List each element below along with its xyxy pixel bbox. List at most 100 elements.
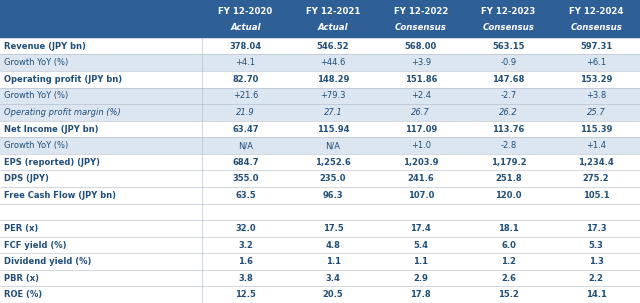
Text: 17.3: 17.3 — [586, 224, 607, 233]
Text: -2.7: -2.7 — [500, 92, 516, 100]
Text: 1.1: 1.1 — [326, 257, 340, 266]
Text: 275.2: 275.2 — [583, 174, 609, 183]
Text: FCF yield (%): FCF yield (%) — [4, 241, 67, 249]
Text: 1,203.9: 1,203.9 — [403, 158, 438, 167]
Bar — [0, 55, 640, 71]
Text: 26.7: 26.7 — [412, 108, 430, 117]
Text: 3.8: 3.8 — [238, 274, 253, 283]
Text: -2.8: -2.8 — [500, 141, 516, 150]
Text: -0.9: -0.9 — [500, 58, 516, 67]
Text: 25.7: 25.7 — [587, 108, 605, 117]
Text: Consensus: Consensus — [395, 23, 447, 32]
Bar — [0, 170, 640, 187]
Text: FY 12-2023: FY 12-2023 — [481, 7, 536, 16]
Text: Operating profit (JPY bn): Operating profit (JPY bn) — [4, 75, 122, 84]
Text: 3.4: 3.4 — [326, 274, 340, 283]
Bar — [0, 0, 640, 38]
Text: 63.47: 63.47 — [232, 125, 259, 134]
Text: FY 12-2022: FY 12-2022 — [394, 7, 448, 16]
Bar — [0, 187, 640, 204]
Text: Consensus: Consensus — [483, 23, 534, 32]
Bar — [0, 71, 640, 88]
Text: +1.4: +1.4 — [586, 141, 606, 150]
Text: 107.0: 107.0 — [408, 191, 434, 200]
Text: 568.00: 568.00 — [404, 42, 437, 51]
Text: 147.68: 147.68 — [492, 75, 525, 84]
Bar — [0, 286, 640, 303]
Text: 21.9: 21.9 — [236, 108, 255, 117]
Bar — [0, 154, 640, 170]
Text: 6.0: 6.0 — [501, 241, 516, 249]
Text: Net Income (JPY bn): Net Income (JPY bn) — [4, 125, 99, 134]
Text: 105.1: 105.1 — [583, 191, 609, 200]
Text: Growth YoY (%): Growth YoY (%) — [4, 92, 68, 100]
Text: 241.6: 241.6 — [408, 174, 434, 183]
Bar — [0, 121, 640, 137]
Text: 378.04: 378.04 — [229, 42, 262, 51]
Text: Consensus: Consensus — [570, 23, 622, 32]
Text: 18.1: 18.1 — [498, 224, 519, 233]
Text: 684.7: 684.7 — [232, 158, 259, 167]
Bar — [0, 137, 640, 154]
Text: Dividend yield (%): Dividend yield (%) — [4, 257, 92, 266]
Text: 17.5: 17.5 — [323, 224, 344, 233]
Text: 563.15: 563.15 — [492, 42, 525, 51]
Text: 20.5: 20.5 — [323, 290, 344, 299]
Text: PER (x): PER (x) — [4, 224, 38, 233]
Text: Operating profit margin (%): Operating profit margin (%) — [4, 108, 120, 117]
Text: +4.1: +4.1 — [236, 58, 255, 67]
Text: 120.0: 120.0 — [495, 191, 522, 200]
Bar — [0, 270, 640, 286]
Text: 5.3: 5.3 — [589, 241, 604, 249]
Text: FY 12-2021: FY 12-2021 — [306, 7, 360, 16]
Text: 1,234.4: 1,234.4 — [579, 158, 614, 167]
Text: 17.4: 17.4 — [410, 224, 431, 233]
Text: 148.29: 148.29 — [317, 75, 349, 84]
Text: 546.52: 546.52 — [317, 42, 349, 51]
Bar — [0, 104, 640, 121]
Bar — [0, 253, 640, 270]
Text: 355.0: 355.0 — [232, 174, 259, 183]
Text: 115.39: 115.39 — [580, 125, 612, 134]
Text: 82.70: 82.70 — [232, 75, 259, 84]
Text: ROE (%): ROE (%) — [4, 290, 42, 299]
Text: +1.0: +1.0 — [411, 141, 431, 150]
Text: 17.8: 17.8 — [410, 290, 431, 299]
Text: +79.3: +79.3 — [321, 92, 346, 100]
Text: N/A: N/A — [326, 141, 340, 150]
Text: 1.2: 1.2 — [501, 257, 516, 266]
Text: 597.31: 597.31 — [580, 42, 612, 51]
Text: 115.94: 115.94 — [317, 125, 349, 134]
Text: +2.4: +2.4 — [411, 92, 431, 100]
Text: 251.8: 251.8 — [495, 174, 522, 183]
Text: 113.76: 113.76 — [492, 125, 525, 134]
Text: PBR (x): PBR (x) — [4, 274, 39, 283]
Text: +21.6: +21.6 — [233, 92, 258, 100]
Text: Actual: Actual — [230, 23, 260, 32]
Text: 1,179.2: 1,179.2 — [491, 158, 526, 167]
Text: 1,252.6: 1,252.6 — [315, 158, 351, 167]
Text: EPS (reported) (JPY): EPS (reported) (JPY) — [4, 158, 100, 167]
Text: 2.6: 2.6 — [501, 274, 516, 283]
Text: 2.9: 2.9 — [413, 274, 428, 283]
Text: 27.1: 27.1 — [324, 108, 342, 117]
Text: 117.09: 117.09 — [404, 125, 437, 134]
Bar — [0, 88, 640, 104]
Text: 4.8: 4.8 — [326, 241, 340, 249]
Text: 14.1: 14.1 — [586, 290, 607, 299]
Text: 96.3: 96.3 — [323, 191, 344, 200]
Text: 26.2: 26.2 — [499, 108, 518, 117]
Text: DPS (JPY): DPS (JPY) — [4, 174, 49, 183]
Bar — [0, 220, 640, 237]
Bar — [0, 237, 640, 253]
Text: FY 12-2020: FY 12-2020 — [218, 7, 273, 16]
Text: 12.5: 12.5 — [235, 290, 256, 299]
Text: Revenue (JPY bn): Revenue (JPY bn) — [4, 42, 86, 51]
Text: +6.1: +6.1 — [586, 58, 606, 67]
Text: 1.1: 1.1 — [413, 257, 428, 266]
Text: +44.6: +44.6 — [321, 58, 346, 67]
Text: +3.8: +3.8 — [586, 92, 606, 100]
Bar — [0, 204, 640, 220]
Text: 1.6: 1.6 — [238, 257, 253, 266]
Text: +3.9: +3.9 — [411, 58, 431, 67]
